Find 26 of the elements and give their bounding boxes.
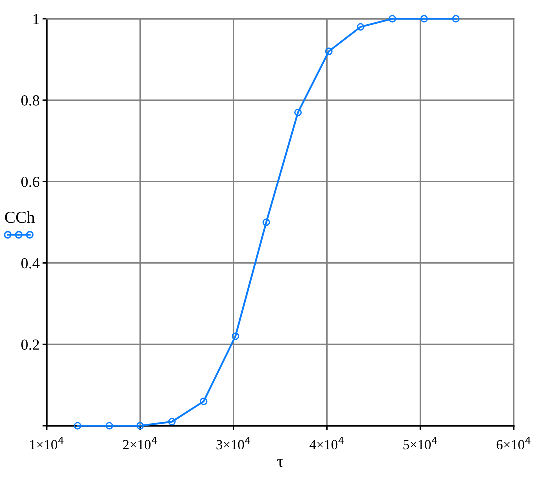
point (294, 108, 302, 116)
point (388, 15, 396, 23)
x-tick-label: 1×10$^{4}$ (30, 437, 64, 450)
point (136, 422, 144, 430)
y-tick-label: 0.2 (22, 340, 40, 350)
x-tick-label: 5×10$^{4}$ (404, 437, 438, 450)
point (420, 15, 428, 23)
point (262, 218, 270, 226)
y-axis-title: CCh (5, 211, 35, 224)
point (168, 418, 176, 426)
y-tick-label: 0.4 (22, 258, 40, 269)
x-axis-title: τ (278, 459, 284, 468)
point (74, 422, 82, 430)
point (325, 48, 333, 56)
x-tick-label: 3×10$^{4}$ (216, 437, 251, 450)
x-tick-label: 4×10$^{4}$ (310, 437, 344, 450)
y-tick-label: 1 (34, 14, 40, 24)
point (232, 332, 240, 340)
point (452, 15, 460, 23)
x-tick-label: 6×10$^{4}$ (496, 437, 531, 450)
x-tick-label: 2×10$^{4}$ (123, 437, 158, 450)
y-tick-label: 0.6 (22, 176, 40, 188)
point (357, 23, 365, 31)
y-tick-label: 0.8 (22, 96, 40, 106)
point (200, 398, 208, 406)
point (106, 422, 114, 430)
